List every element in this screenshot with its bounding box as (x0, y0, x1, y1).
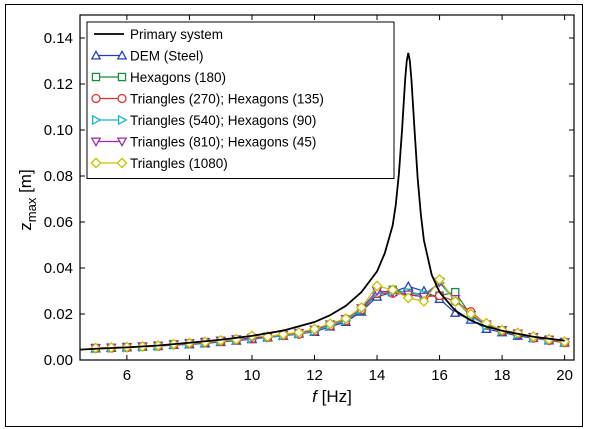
y-tick-label: 0.10 (44, 122, 73, 139)
data-point-triangle-up (116, 49, 128, 60)
series-line (95, 278, 565, 349)
axes-layer: 6 8 10 12 14 16 18 20 0.00 0.02 0.04 0.06 0.08 0.10 0.… (44, 15, 574, 384)
y-tick-label: 0.12 (44, 76, 73, 93)
data-point-diamond (355, 302, 367, 314)
data-point-square (117, 72, 127, 82)
x-tick-label: 18 (494, 367, 511, 384)
series-primary-system (79, 52, 565, 351)
series-line (95, 285, 565, 350)
legend-box (86, 21, 395, 179)
data-point-diamond (277, 328, 289, 340)
legend-label: Triangles (1080) (130, 156, 228, 171)
legend-item: Triangles (270); Hexagons (135) (91, 92, 324, 107)
legend-item: Triangles (810); Hexagons (45) (90, 135, 316, 150)
series-layer (79, 52, 571, 354)
x-tick-label: 6 (123, 367, 131, 384)
data-point-triangle-right (91, 114, 102, 126)
y-tick-label: 0.06 (44, 214, 73, 231)
x-tick-label: 14 (369, 367, 386, 384)
y-tick-label: 0.08 (44, 168, 73, 185)
legend-label: Primary system (130, 27, 223, 42)
x-tick-label: 8 (185, 367, 193, 384)
data-point-diamond (449, 295, 461, 307)
legend-label: Triangles (810); Hexagons (45) (130, 135, 316, 150)
x-tick-label: 10 (244, 367, 261, 384)
data-point-triangle-down (116, 137, 128, 148)
data-point-triangle-up (90, 49, 102, 60)
y-tick-label: 0.00 (44, 352, 73, 369)
legend: Primary system DEM (Steel) Hexagons (180) T… (86, 21, 395, 179)
data-point-triangle-down (90, 137, 102, 148)
x-tick-label: 20 (556, 367, 573, 384)
data-point-circle (117, 93, 127, 104)
legend-label: Hexagons (180) (130, 70, 226, 85)
data-point-diamond (116, 157, 128, 169)
data-point-diamond (340, 313, 352, 325)
data-point-circle (91, 93, 101, 104)
series-triangles-1080 (90, 273, 571, 354)
data-point-triangle-right (117, 114, 128, 126)
data-point-square (91, 72, 101, 82)
plot-border (79, 14, 575, 361)
data-point-diamond (402, 292, 414, 304)
data-point-diamond (308, 323, 321, 335)
data-point-diamond (324, 318, 336, 330)
data-point-diamond (434, 273, 446, 286)
series-line (79, 52, 565, 351)
data-point-diamond (90, 157, 102, 169)
legend-item: Primary system (94, 27, 223, 42)
x-axis-label: f [Hz] (312, 387, 352, 406)
y-axis-label: zmax [m] (16, 169, 39, 230)
legend-item: Triangles (540); Hexagons (90) (91, 113, 316, 128)
series-dem-steel (90, 280, 570, 353)
y-tick-label: 0.04 (44, 260, 73, 277)
data-point-diamond (465, 308, 477, 320)
plot-area (79, 14, 575, 361)
legend-label: DEM (Steel) (130, 49, 204, 64)
data-point-diamond (512, 327, 524, 339)
x-tick-label: 12 (306, 367, 323, 384)
legend-label: Triangles (270); Hexagons (135) (130, 92, 324, 107)
data-point-diamond (293, 326, 305, 338)
legend-item: Hexagons (180) (91, 70, 226, 85)
data-point-square (450, 287, 460, 297)
legend-item: Triangles (1080) (90, 156, 228, 171)
data-point-diamond (418, 295, 430, 307)
x-tick-label: 16 (431, 367, 448, 384)
figure-frame (5, 4, 583, 427)
data-point-diamond (371, 280, 383, 292)
legend-item: DEM (Steel) (90, 49, 204, 64)
y-tick-label: 0.02 (44, 306, 73, 323)
data-point-diamond (387, 284, 399, 296)
y-tick-label: 0.14 (44, 30, 73, 47)
legend-label: Triangles (540); Hexagons (90) (130, 113, 316, 128)
